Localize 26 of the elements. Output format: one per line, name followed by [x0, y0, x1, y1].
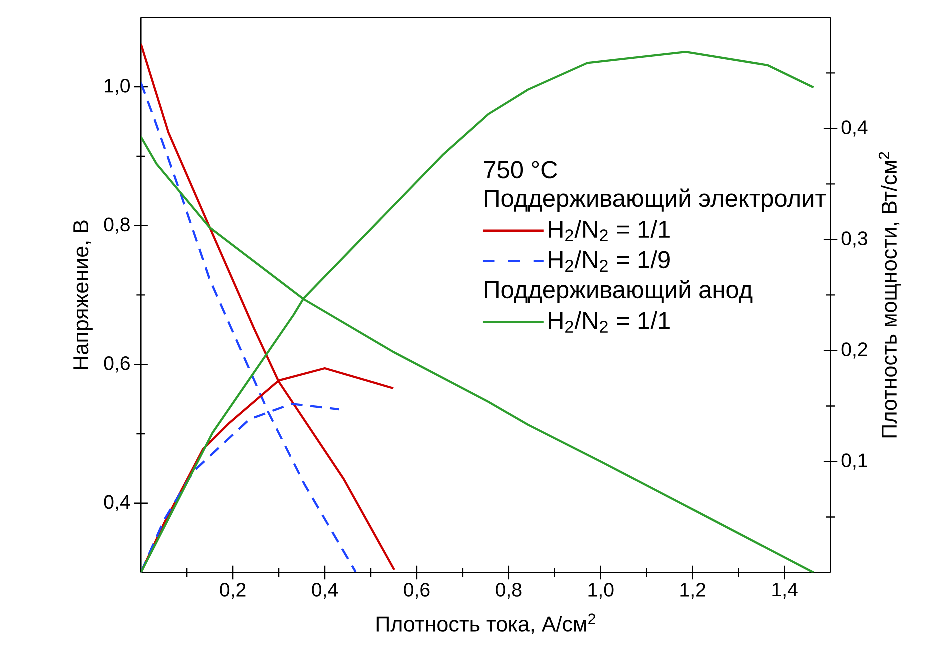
x-tick-label: 1,2 [680, 583, 706, 600]
x-tick-label: 0,6 [404, 583, 430, 600]
y-axis-title: Напряжение, В [74, 220, 93, 370]
x-axis-title: Плотность тока, А/см$^{2}$ [376, 614, 596, 634]
line-series [141, 82, 357, 573]
y-tick-label: 1,0 [105, 78, 130, 96]
y-tick-label: 0,8 [104, 218, 130, 234]
legend-label: H$_{2}$/N$_{2}$ = 1/1 [549, 220, 670, 242]
y2-tick-label: 0,3 [842, 232, 868, 248]
x-tick-label: 1,0 [588, 583, 614, 600]
legend-label: H$_{2}$/N$_{2}$ = 1/9 [549, 250, 670, 272]
y-tick-label: 0,6 [104, 356, 130, 373]
y-tick-label: 0,4 [104, 495, 130, 512]
annotation: Поддерживающий анод [485, 280, 753, 304]
x-tick-label: 0,4 [312, 583, 338, 600]
x-tick-label: 1,4 [772, 583, 798, 600]
x-tick-label: 0,2 [220, 583, 246, 600]
annotation: Поддерживающий электролит [485, 188, 826, 212]
legend-title: 750 °C [484, 161, 558, 179]
x-tick-label: 0,8 [496, 583, 522, 600]
legend-label: H$_{2}$/N$_{2}$ = 1/1 [549, 312, 670, 333]
y2-axis-title: Плотность мощности, Вт/см$^{2}$ [878, 152, 902, 438]
y2-tick-label: 0,1 [842, 454, 868, 470]
y2-tick-label: 0,2 [842, 342, 868, 359]
y2-tick-label: 0,4 [842, 120, 868, 137]
line-series [141, 42, 396, 572]
